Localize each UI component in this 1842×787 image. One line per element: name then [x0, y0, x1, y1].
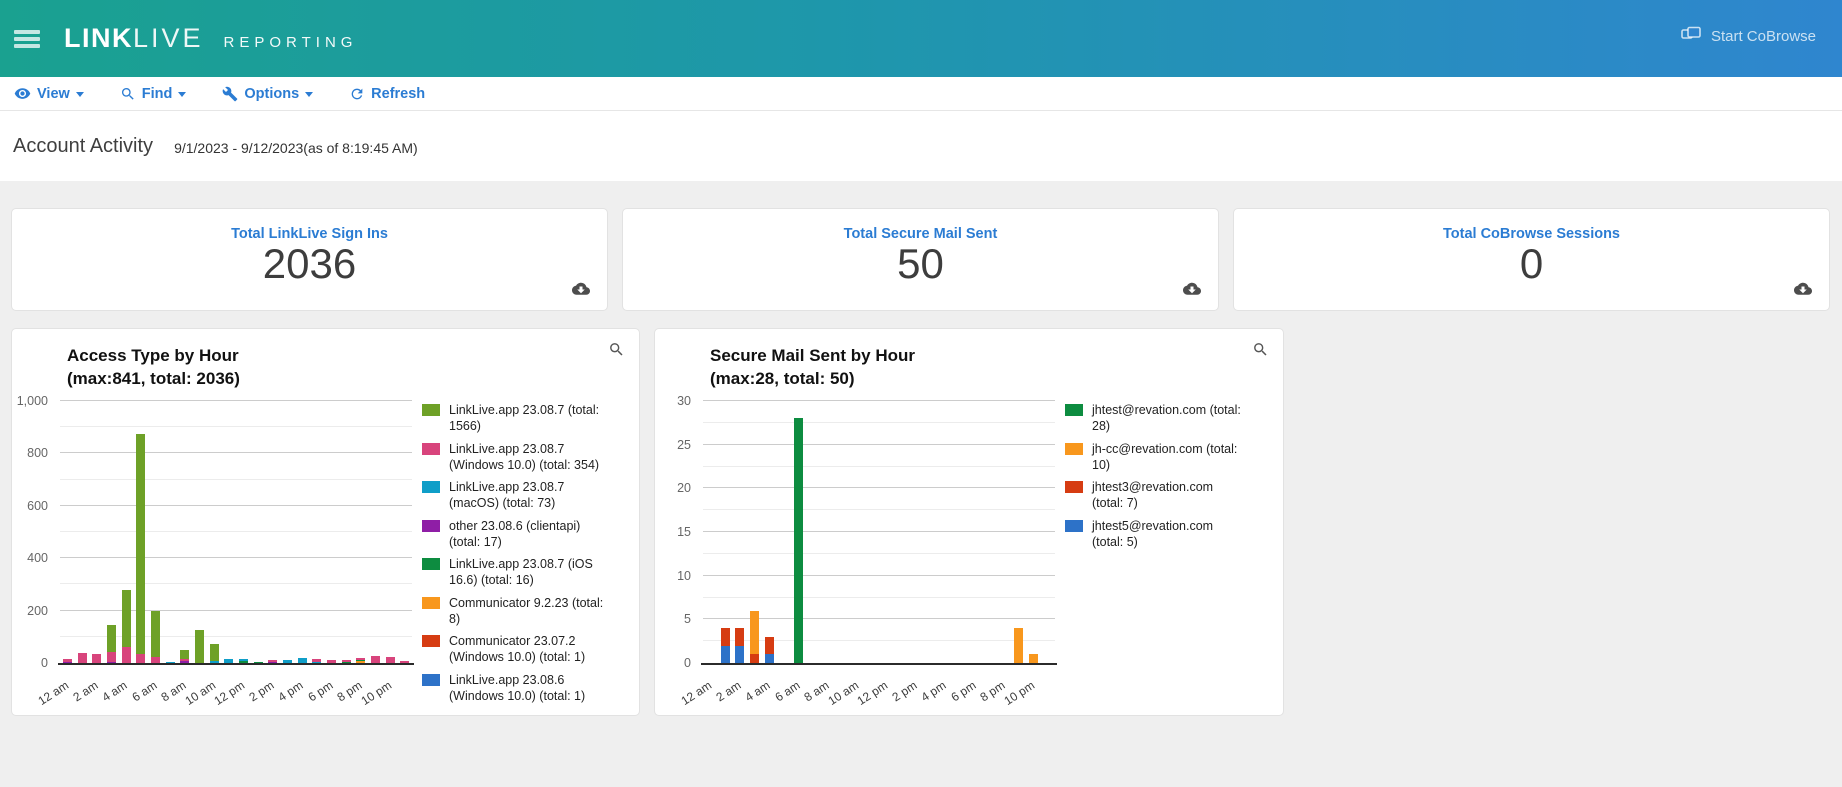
legend-swatch	[1065, 481, 1083, 493]
wrench-icon	[222, 86, 238, 102]
legend-label: LinkLive.app 23.08.7 (Windows 10.0) (tot…	[449, 441, 600, 472]
legend-item: LinkLive.app 23.08.7 (total: 1566)	[422, 402, 604, 435]
legend-swatch	[422, 596, 440, 609]
charts-row: Access Type by Hour (max:841, total: 203…	[0, 311, 1842, 716]
brand-link: LINK	[64, 23, 133, 53]
legend-swatch	[1065, 404, 1083, 416]
magnifier-icon[interactable]	[1252, 341, 1269, 363]
legend-swatch	[422, 442, 440, 455]
chart-title-line1: Access Type by Hour	[67, 346, 239, 365]
chart-title-line2: (max:28, total: 50)	[710, 369, 855, 388]
chart-card-access-type: Access Type by Hour (max:841, total: 203…	[11, 328, 640, 716]
refresh-icon	[349, 86, 365, 102]
legend-item: LinkLive.app 23.08.6 (Windows 10.0) (tot…	[422, 672, 604, 705]
card-value: 2036	[262, 240, 357, 287]
legend-label: LinkLive.app 23.08.7 (total: 1566)	[449, 403, 600, 434]
download-cloud-icon[interactable]	[1794, 281, 1812, 300]
legend-swatch	[1065, 519, 1083, 532]
app-header: LINK LIVE REPORTING Start CoBrowse	[0, 0, 1842, 77]
legend-label: Communicator 9.2.23 (total: 8)	[449, 595, 604, 626]
card-total-securemail: Total Secure Mail Sent 50	[622, 208, 1219, 311]
chevron-down-icon	[305, 92, 314, 97]
refresh-button[interactable]: Refresh	[349, 86, 425, 102]
legend-swatch	[422, 481, 440, 493]
cobrowse-screens-icon	[1681, 26, 1702, 46]
legend-label: LinkLive.app 23.08.6 (Windows 10.0) (tot…	[449, 672, 586, 703]
dashboard-main: Total LinkLive Sign Ins 2036 Total Secur…	[0, 181, 1842, 716]
legend-item: jhtest3@revation.com (total: 7)	[1065, 479, 1247, 512]
chart-title: Secure Mail Sent by Hour (max:28, total:…	[710, 344, 1283, 390]
page-title: Account Activity	[13, 134, 154, 157]
brand-live: LIVE	[133, 23, 204, 53]
legend-label: jhtest3@revation.com (total: 7)	[1092, 480, 1214, 511]
legend-swatch	[422, 673, 440, 686]
find-menu-label: Find	[141, 85, 173, 102]
legend-item: Communicator 9.2.23 (total: 8)	[422, 595, 604, 628]
legend-label: LinkLive.app 23.08.7 (iOS 16.6) (total: …	[449, 557, 593, 588]
chart-card-secure-mail: Secure Mail Sent by Hour (max:28, total:…	[654, 328, 1284, 716]
chart-title: Access Type by Hour (max:841, total: 203…	[67, 344, 639, 390]
start-cobrowse-button[interactable]: Start CoBrowse	[1681, 26, 1816, 46]
card-total-cobrowse: Total CoBrowse Sessions 0	[1233, 208, 1830, 311]
brand-reporting: REPORTING	[223, 34, 358, 51]
options-menu-label: Options	[244, 85, 300, 102]
legend-swatch	[422, 404, 440, 416]
legend-item: jhtest@revation.com (total: 28)	[1065, 402, 1247, 435]
bar-chart-plot: 0 200 400 600 800 1,000 12 am 2 am 4 am 6 am 8 am 1…	[12, 394, 416, 731]
app-logo: LINK LIVE REPORTING	[64, 23, 357, 54]
legend-label: Communicator 23.07.2 (Windows 10.0) (tot…	[449, 634, 586, 665]
legend-item: Communicator 23.07.2 (Windows 10.0) (tot…	[422, 633, 604, 666]
view-menu-label: View	[37, 85, 70, 102]
legend-item: jhtest5@revation.com (total: 5)	[1065, 518, 1247, 551]
legend-item: LinkLive.app 23.08.7 (iOS 16.6) (total: …	[422, 556, 604, 589]
options-menu-button[interactable]: Options	[222, 85, 314, 102]
refresh-label: Refresh	[371, 85, 426, 102]
legend-item: other 23.08.6 (clientapi) (total: 17)	[422, 518, 604, 551]
eye-icon	[14, 85, 31, 102]
download-cloud-icon[interactable]	[572, 281, 590, 300]
summary-cards-row: Total LinkLive Sign Ins 2036 Total Secur…	[0, 181, 1842, 311]
legend-swatch	[422, 558, 440, 570]
bar-chart-plot: 0 5 10 15 20 25 30 12 am 2 am 4 am 6 am 8 am 10 am 12…	[655, 394, 1059, 731]
chart-legend: jhtest@revation.com (total: 28) jh-cc@rev…	[1065, 401, 1247, 731]
chart-legend: LinkLive.app 23.08.7 (total: 1566) LinkLi…	[422, 401, 604, 731]
legend-label: LinkLive.app 23.08.7 (macOS) (total: 73)	[449, 480, 565, 511]
chevron-down-icon	[178, 92, 187, 97]
view-menu-button[interactable]: View	[14, 85, 84, 102]
card-total-signins: Total LinkLive Sign Ins 2036	[11, 208, 608, 311]
magnifier-icon[interactable]	[608, 341, 625, 363]
toolbar: View Find Options Refresh	[0, 77, 1842, 111]
legend-item: LinkLive.app 23.08.7 (macOS) (total: 73)	[422, 479, 604, 512]
legend-label: other 23.08.6 (clientapi) (total: 17)	[449, 518, 581, 549]
legend-swatch	[1065, 442, 1083, 455]
chevron-down-icon	[75, 92, 84, 97]
search-icon	[120, 86, 136, 102]
card-title-link[interactable]: Total CoBrowse Sessions	[1443, 226, 1620, 242]
date-range-label: 9/1/2023 - 9/12/2023(as of 8:19:45 AM)	[174, 139, 418, 156]
card-title-link[interactable]: Total LinkLive Sign Ins	[231, 226, 388, 242]
menu-icon[interactable]	[14, 27, 40, 51]
card-title-link[interactable]: Total Secure Mail Sent	[843, 226, 998, 242]
page-header: Account Activity 9/1/2023 - 9/12/2023(as…	[0, 111, 1842, 181]
legend-label: jh-cc@revation.com (total: 10)	[1092, 441, 1238, 472]
legend-swatch	[422, 635, 440, 647]
legend-label: jhtest5@revation.com (total: 5)	[1092, 518, 1214, 549]
card-value: 50	[897, 240, 944, 287]
legend-item: jh-cc@revation.com (total: 10)	[1065, 441, 1247, 474]
find-menu-button[interactable]: Find	[120, 86, 187, 102]
legend-label: jhtest@revation.com (total: 28)	[1092, 403, 1241, 434]
chart-title-line1: Secure Mail Sent by Hour	[710, 346, 915, 365]
legend-swatch	[422, 519, 440, 532]
start-cobrowse-label: Start CoBrowse	[1710, 27, 1816, 45]
download-cloud-icon[interactable]	[1183, 281, 1201, 300]
chart-title-line2: (max:841, total: 2036)	[67, 369, 240, 388]
legend-item: LinkLive.app 23.08.7 (Windows 10.0) (tot…	[422, 441, 604, 474]
card-value: 0	[1519, 240, 1544, 287]
